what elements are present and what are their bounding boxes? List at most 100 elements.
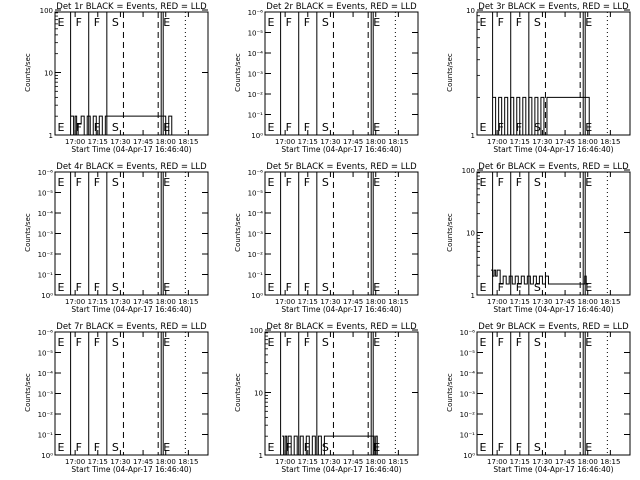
flag-label-bottom: E	[268, 281, 275, 294]
flag-label-top: S	[534, 16, 541, 29]
x-tick-label: 17:00	[487, 138, 507, 146]
y-tick-label: 10⁰	[251, 132, 263, 140]
x-tick-label: 18:00	[366, 298, 386, 306]
flag-label-top: F	[94, 336, 100, 349]
flag-label-top: E	[373, 176, 380, 189]
x-tick-label: 17:45	[343, 138, 363, 146]
panel-title: Det 8r BLACK = Events, RED = LLD	[266, 322, 417, 332]
y-tick-label: 10⁻³	[460, 391, 476, 399]
x-tick-label: 18:15	[600, 298, 620, 306]
y-tick-label: 10⁰	[41, 292, 53, 300]
x-tick-label: 17:30	[110, 138, 130, 146]
flag-label-bottom: F	[286, 281, 292, 294]
y-tick-label: 10⁻¹	[248, 112, 264, 120]
x-tick-label: 17:30	[532, 138, 552, 146]
x-tick-label: 17:30	[532, 458, 552, 466]
y-tick-label: 10⁻⁴	[38, 210, 54, 218]
x-tick-label: 17:15	[510, 138, 530, 146]
flag-label-bottom: F	[304, 121, 310, 134]
x-tick-label: 17:45	[343, 458, 363, 466]
x-tick-label: 17:30	[320, 138, 340, 146]
panel-title: Det 4r BLACK = Events, RED = LLD	[56, 162, 207, 172]
plot-frame	[476, 11, 631, 136]
flag-label-top: E	[373, 16, 380, 29]
y-tick-label: 10⁻⁴	[248, 210, 264, 218]
flag-label-bottom: F	[498, 441, 504, 454]
x-axis-label: Start Time (04-Apr-17 16:46:40)	[281, 145, 401, 154]
flag-label-top: E	[268, 176, 275, 189]
flag-label-bottom: S	[112, 281, 119, 294]
flag-label-top: F	[498, 176, 504, 189]
flag-label-top: E	[585, 336, 592, 349]
flag-label-top: F	[286, 336, 292, 349]
event-series-line	[492, 96, 592, 136]
flag-label-bottom: E	[58, 121, 65, 134]
flag-label-bottom: F	[516, 281, 522, 294]
flag-label-top: E	[58, 16, 65, 29]
flag-label-top: S	[322, 16, 329, 29]
x-tick-label: 17:00	[275, 298, 295, 306]
plot-frame	[264, 331, 419, 456]
flag-label-bottom: F	[304, 281, 310, 294]
flag-label-top: E	[585, 176, 592, 189]
x-tick-label: 18:00	[366, 138, 386, 146]
y-tick-label: 1	[259, 452, 263, 460]
x-tick-label: 17:15	[510, 458, 530, 466]
y-tick-label: 10⁻⁵	[248, 190, 264, 198]
panel-title: Det 3r BLACK = Events, RED = LLD	[478, 2, 629, 12]
y-tick-label: 10⁻⁶	[38, 169, 54, 177]
x-tick-label: 17:45	[343, 298, 363, 306]
x-axis-label: Start Time (04-Apr-17 16:46:40)	[71, 145, 191, 154]
x-tick-label: 18:15	[388, 458, 408, 466]
flag-label-bottom: F	[76, 441, 82, 454]
flag-label-bottom: E	[585, 441, 592, 454]
x-tick-label: 17:15	[88, 138, 108, 146]
x-tick-label: 17:15	[510, 298, 530, 306]
panel-title: Det 9r BLACK = Events, RED = LLD	[478, 322, 629, 332]
flag-label-top: F	[286, 176, 292, 189]
y-axis-label: Counts/sec	[24, 213, 32, 252]
y-tick-label: 1	[471, 292, 475, 300]
flag-label-bottom: E	[480, 441, 487, 454]
flag-label-bottom: E	[58, 441, 65, 454]
flag-label-bottom: F	[286, 121, 292, 134]
flag-label-top: F	[516, 176, 522, 189]
flag-label-bottom: E	[585, 121, 592, 134]
x-tick-label: 18:00	[156, 458, 176, 466]
flag-label-top: S	[534, 176, 541, 189]
y-tick-label: 10⁻³	[38, 231, 54, 239]
y-tick-label: 10⁻⁶	[248, 169, 264, 177]
x-axis-label: Start Time (04-Apr-17 16:46:40)	[493, 145, 613, 154]
panel-det-5r: Det 5r BLACK = Events, RED = LLD 10⁰ 10⁻¹ 1…	[234, 162, 419, 314]
x-tick-label: 18:00	[366, 458, 386, 466]
x-axis-label: Start Time (04-Apr-17 16:46:40)	[71, 305, 191, 314]
flag-label-top: F	[94, 16, 100, 29]
y-tick-label: 10⁻³	[38, 391, 54, 399]
x-tick-label: 17:15	[88, 298, 108, 306]
x-tick-label: 17:00	[275, 458, 295, 466]
flag-label-top: E	[480, 176, 487, 189]
y-tick-label: 10	[254, 390, 263, 398]
y-tick-label: 1	[471, 132, 475, 140]
panel-det-9r: Det 9r BLACK = Events, RED = LLD 10⁰ 10⁻¹ 1…	[446, 322, 631, 474]
x-tick-label: 17:30	[110, 458, 130, 466]
flag-label-bottom: E	[163, 281, 170, 294]
y-tick-label: 10⁻¹	[460, 432, 476, 440]
x-tick-label: 17:45	[133, 138, 153, 146]
y-tick-label: 1	[49, 132, 53, 140]
y-tick-label: 10⁻¹	[38, 272, 54, 280]
y-tick-label: 10⁻⁵	[248, 30, 264, 38]
flag-label-bottom: F	[286, 441, 292, 454]
panel-det-3r: Det 3r BLACK = Events, RED = LLD 1 10 17:00…	[446, 2, 631, 154]
y-axis-label: Counts/sec	[24, 373, 32, 412]
flag-label-top: F	[76, 336, 82, 349]
x-tick-label: 17:30	[110, 298, 130, 306]
flag-label-top: F	[76, 16, 82, 29]
flag-label-bottom: F	[94, 281, 100, 294]
x-tick-label: 17:45	[555, 138, 575, 146]
y-tick-label: 10⁻²	[38, 251, 54, 259]
x-tick-label: 17:15	[88, 458, 108, 466]
flag-label-top: S	[534, 336, 541, 349]
event-series-line	[282, 435, 380, 456]
y-tick-label: 10⁻⁶	[460, 329, 476, 337]
